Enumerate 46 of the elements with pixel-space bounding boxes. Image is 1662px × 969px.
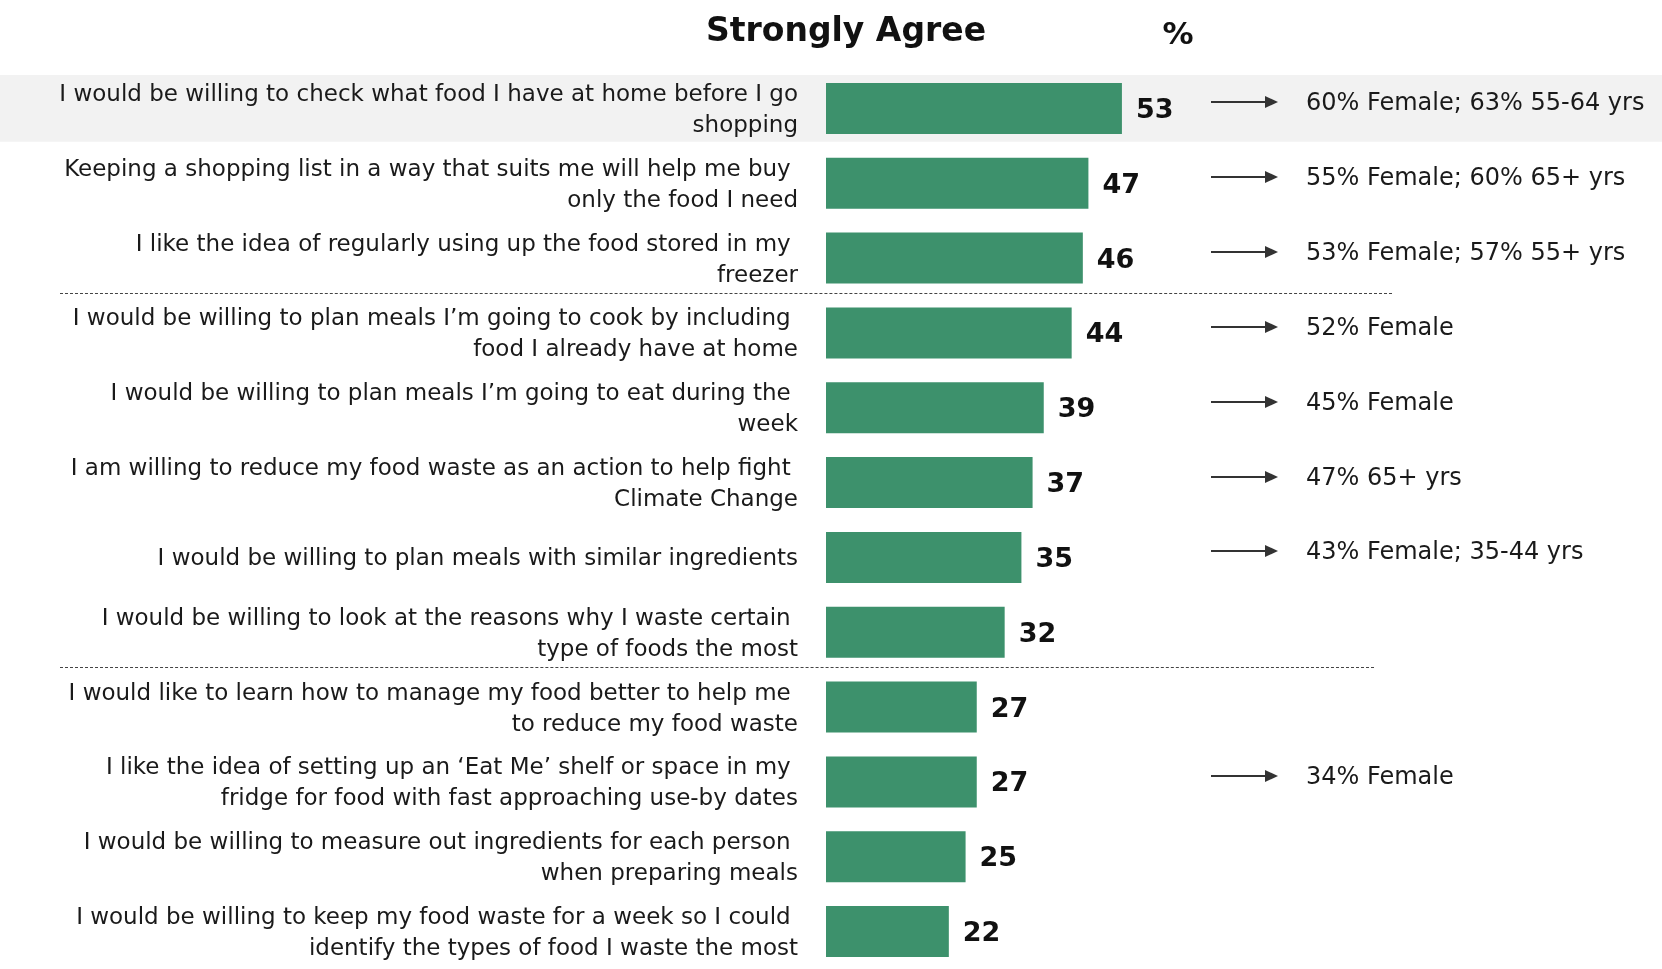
data-label: 47 (1102, 167, 1140, 199)
text: 34% Female (1306, 761, 1454, 790)
y-tick-label: I would be willing to plan meals I’m going to eat during the week (110, 379, 799, 437)
data-label: 25 (979, 841, 1018, 873)
bar (826, 681, 977, 733)
text: 60% Female; 63% 55-64 yrs (1306, 88, 1645, 117)
data-label: 32 (1018, 616, 1057, 648)
data-label: 44 (1085, 317, 1124, 349)
y-tick-label: I like the idea of setting up an ‘Eat Me’ shelf or space in my fridge for food with fast approaching use-by dates (105, 753, 798, 811)
text: 47% 65+ yrs (1306, 462, 1462, 491)
bar (826, 531, 1022, 583)
bar (826, 382, 1044, 434)
y-tick-label: I would be willing to look at the reasons why I waste certain type of foods the most (101, 603, 798, 661)
text: 45% Female (1306, 387, 1454, 416)
bar (826, 756, 977, 808)
x-axis-title: % (1162, 14, 1194, 51)
data-label: 22 (962, 916, 1001, 948)
y-tick-label: I would be willing to check what food I have at home before I go shopping (59, 79, 798, 137)
data-label: 35 (1035, 541, 1073, 573)
bar (826, 232, 1083, 284)
text: 53% Female; 57% 55+ yrs (1306, 238, 1626, 267)
y-tick-label: I am willing to reduce my food waste as an action to help fight Climate Change (70, 454, 798, 512)
bar (826, 82, 1122, 134)
text: 43% Female; 35-44 yrs (1306, 537, 1584, 566)
bar (826, 157, 1089, 209)
y-tick-label: Keeping a shopping list in a way that suits me will help me buy only the food I need (64, 154, 798, 212)
text: 55% Female; 60% 65+ yrs (1306, 163, 1626, 192)
bar (826, 906, 949, 958)
bar (826, 831, 966, 883)
y-tick-label: I like the idea of regularly using up the food stored in my freezer (135, 229, 799, 287)
data-label: 27 (990, 691, 1029, 723)
y-tick-label: I would be willing to plan meals I’m going to cook by including food I already have at home (72, 304, 798, 362)
bar (826, 307, 1072, 359)
y-tick-label: I would be willing to measure out ingredients for each person when preparing meals (83, 828, 798, 886)
y-tick-label: I would be willing to plan meals with similar ingredients (157, 544, 798, 571)
data-label: 53 (1135, 92, 1174, 124)
y-tick-label: I would like to learn how to manage my food better to help me to reduce my food waste (68, 678, 798, 736)
data-label: 37 (1046, 467, 1085, 499)
y-tick-label: I would be willing to keep my food waste for a week so I could identify the types of food I waste the most (76, 903, 798, 961)
data-label: 46 (1096, 242, 1135, 274)
data-label: 39 (1057, 392, 1096, 424)
data-label: 27 (990, 766, 1029, 798)
text: 52% Female (1306, 312, 1454, 341)
chart-title: Strongly Agree (705, 10, 987, 49)
bar (826, 457, 1033, 509)
bar (826, 606, 1005, 658)
